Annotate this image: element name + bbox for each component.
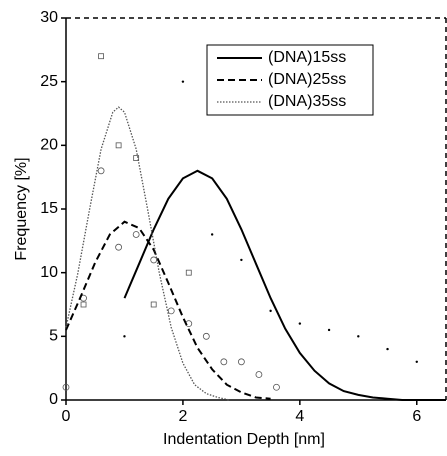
dot-point bbox=[415, 360, 418, 363]
y-tick-label: 20 bbox=[40, 137, 58, 154]
y-tick-label: 10 bbox=[40, 264, 58, 281]
circle-point bbox=[220, 358, 228, 366]
dot-point bbox=[298, 322, 302, 325]
circle-point bbox=[150, 256, 158, 264]
circle-point bbox=[97, 167, 105, 175]
square-point bbox=[133, 155, 140, 161]
circle-point bbox=[202, 332, 210, 340]
dot-point bbox=[327, 328, 331, 332]
y-tick-label: 5 bbox=[49, 328, 58, 345]
square-point bbox=[185, 269, 192, 276]
line bbox=[65, 220, 271, 400]
y-tick-label: 15 bbox=[40, 200, 58, 217]
x-tick-label: 2 bbox=[178, 408, 187, 425]
line bbox=[65, 106, 230, 401]
circle-point bbox=[132, 231, 140, 238]
circle-point bbox=[255, 371, 263, 378]
square-point bbox=[150, 301, 157, 308]
x-tick-label: 0 bbox=[62, 408, 71, 425]
x-axis-label: Indentation Depth [nm] bbox=[163, 431, 325, 448]
circle-point bbox=[62, 383, 70, 391]
square-point bbox=[80, 301, 87, 308]
line bbox=[123, 169, 446, 401]
dot-point bbox=[210, 233, 214, 236]
dot-point bbox=[240, 258, 243, 262]
y-tick-label: 0 bbox=[49, 391, 58, 408]
legend-label: (DNA)25ss bbox=[268, 71, 346, 88]
y-tick-label: 30 bbox=[40, 9, 58, 26]
circle-point bbox=[273, 383, 280, 391]
dot-point bbox=[357, 335, 360, 338]
dot-point bbox=[123, 335, 126, 338]
dot-point bbox=[386, 347, 389, 351]
dot-point bbox=[269, 309, 272, 313]
circle-point bbox=[167, 307, 175, 315]
legend-label: (DNA)15ss bbox=[268, 49, 346, 66]
circle-point bbox=[115, 243, 123, 251]
circle-point bbox=[237, 358, 245, 366]
square-point bbox=[115, 142, 122, 149]
x-tick-label: 6 bbox=[412, 408, 421, 425]
y-axis-label: Frequency [%] bbox=[13, 157, 30, 260]
legend-label: (DNA)35ss bbox=[268, 93, 346, 110]
square-point bbox=[98, 53, 104, 60]
dot-point bbox=[181, 80, 185, 83]
x-tick-label: 4 bbox=[295, 408, 304, 425]
y-tick-label: 25 bbox=[40, 73, 58, 90]
